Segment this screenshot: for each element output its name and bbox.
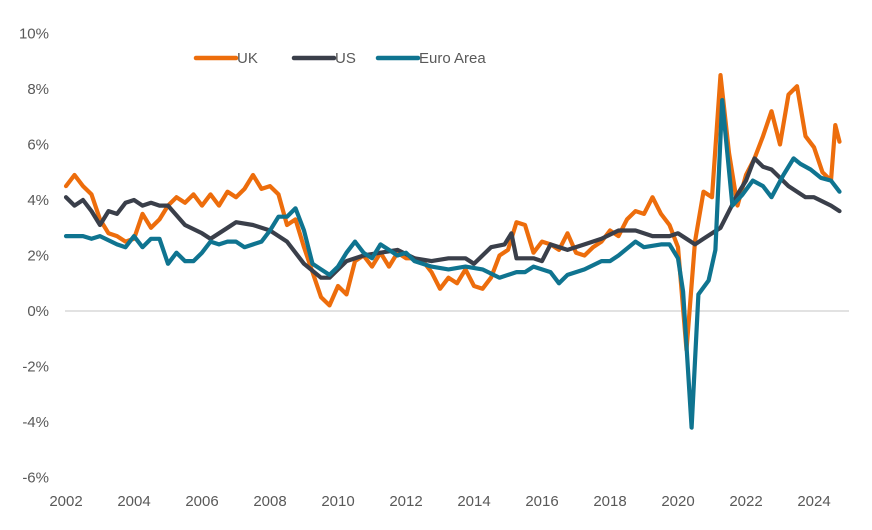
y-tick-label: 10% [19,26,49,43]
x-tick-label: 2008 [253,493,286,510]
x-tick-label: 2006 [185,493,218,510]
legend-label: Euro Area [419,50,486,67]
legend-item-euro-area: Euro Area [375,50,486,67]
x-axis: 2002 2004 2006 2008 2010 2012 2014 2016 2018 2020… [49,493,830,510]
x-tick-label: 2014 [457,493,490,510]
x-tick-label: 2010 [321,493,354,510]
y-tick-label: 8% [27,81,49,98]
series-layer [63,73,842,430]
series-line-euro-area [63,98,842,430]
x-tick-label: 2002 [49,493,82,510]
y-tick-label: 6% [27,137,49,154]
legend-label: US [335,50,356,67]
x-tick-label: 2020 [661,493,694,510]
y-tick-label: 4% [27,192,49,209]
y-tick-label: 2% [27,248,49,265]
x-tick-label: 2004 [117,493,150,510]
y-tick-label: -2% [22,359,49,376]
x-tick-label: 2024 [797,493,830,510]
x-tick-label: 2016 [525,493,558,510]
y-tick-label: -4% [22,414,49,431]
y-tick-label: -6% [22,470,49,487]
series-line-uk [63,73,842,352]
y-tick-label: 0% [27,303,49,320]
y-axis: -6% -4% -2% 0% 2% 4% 6% 8% 10% [19,26,49,487]
legend-item-us: US [291,50,356,67]
legend-item-uk: UK [193,50,258,67]
legend-label: UK [237,50,258,67]
legend: UK US Euro Area [193,50,486,67]
x-tick-label: 2012 [389,493,422,510]
x-tick-label: 2018 [593,493,626,510]
x-tick-label: 2022 [729,493,762,510]
